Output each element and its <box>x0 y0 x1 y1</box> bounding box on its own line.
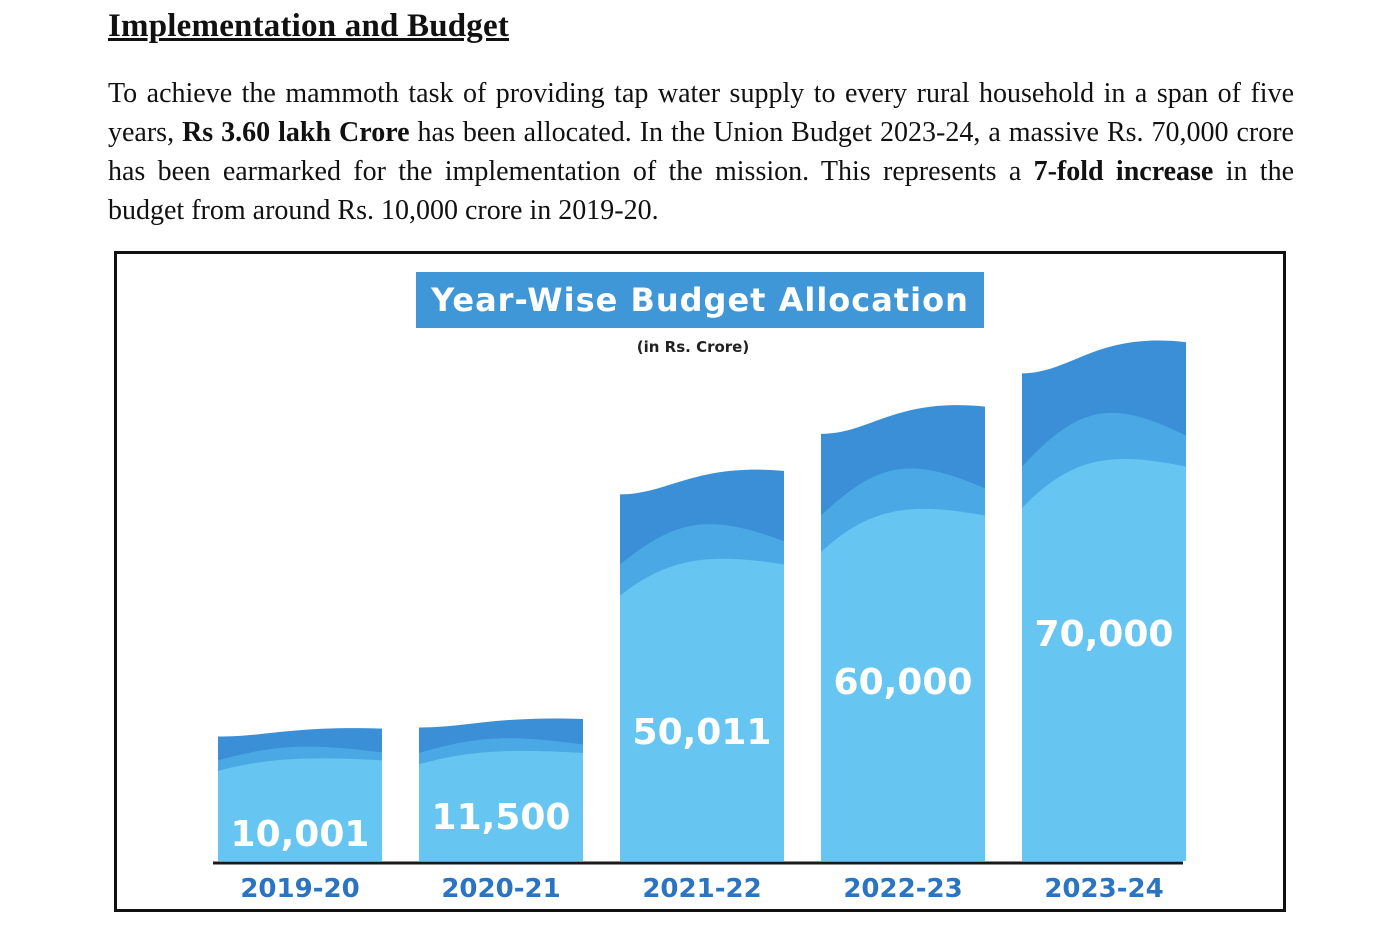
paragraph-text-1: To achieve the mammoth task of providing… <box>108 78 1294 148</box>
bar-layer-light <box>419 750 583 861</box>
bar-2021-22 <box>620 469 784 861</box>
chart-title-background <box>416 272 984 328</box>
bar-2022-23 <box>821 405 985 861</box>
value-label: 11,500 <box>432 797 571 838</box>
bar-layer-light <box>218 758 382 861</box>
value-label: 70,000 <box>1035 614 1174 655</box>
year-label: 2020-21 <box>441 874 560 904</box>
section-heading: Implementation and Budget <box>108 8 510 44</box>
value-label: 60,000 <box>834 662 973 703</box>
value-label: 50,011 <box>633 712 772 753</box>
paragraph-text-2: has been allocated. In the Union Budget … <box>108 117 1294 187</box>
bar-2023-24 <box>1022 340 1186 861</box>
bar-layer-light <box>1022 458 1186 861</box>
year-label: 2023-24 <box>1044 874 1163 904</box>
chart-title: Year-Wise Budget Allocation <box>430 281 969 319</box>
budget-bar-chart: Year-Wise Budget Allocation (in Rs. Cror… <box>213 272 1186 904</box>
intro-paragraph: To achieve the mammoth task of providing… <box>108 74 1294 230</box>
year-label: 2021-22 <box>642 874 761 904</box>
bar-layer-light <box>620 558 784 861</box>
bar-2019-20 <box>218 728 382 861</box>
chart-frame: Year-Wise Budget Allocation (in Rs. Cror… <box>114 251 1286 912</box>
paragraph-bold-allocation: Rs 3.60 lakh Crore <box>182 117 410 148</box>
bar-layer-light <box>821 508 985 861</box>
value-label: 10,001 <box>231 814 370 855</box>
bars-group <box>218 340 1186 861</box>
value-labels-group: 10,001 11,500 50,011 60,000 70,000 <box>231 614 1174 855</box>
year-label: 2019-20 <box>240 874 359 904</box>
year-labels-group: 2019-20 2020-21 2021-22 2022-23 2023-24 <box>240 874 1163 904</box>
chart-subtitle: (in Rs. Crore) <box>637 338 749 356</box>
bar-2020-21 <box>419 718 583 861</box>
year-label: 2022-23 <box>843 874 962 904</box>
paragraph-text-3: in the budget from around Rs. 10,000 cro… <box>108 156 1294 226</box>
paragraph-bold-increase: 7-fold increase <box>1033 156 1214 187</box>
